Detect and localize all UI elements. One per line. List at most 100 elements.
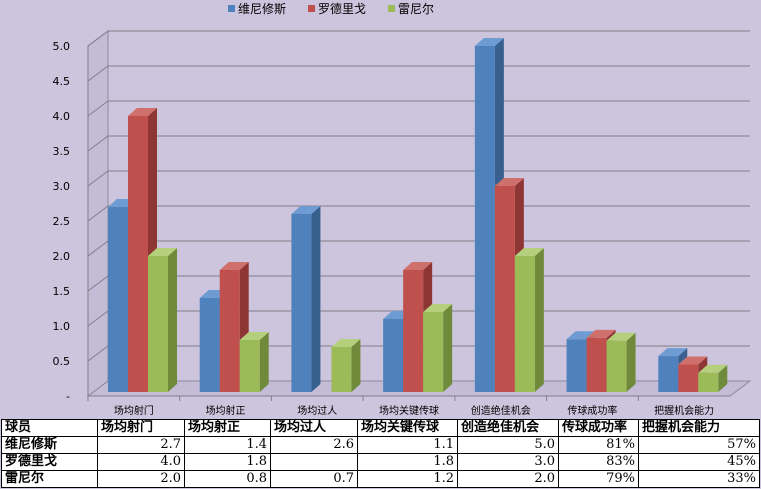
legend-label-reinier: 雷尼尔	[398, 1, 435, 16]
gridline	[87, 65, 750, 82]
gridline	[87, 170, 750, 187]
bar-side	[443, 304, 453, 392]
table-row: 雷尼尔 2.0 0.8 0.7 1.2 2.0 79% 33%	[1, 470, 760, 488]
bar	[108, 207, 128, 392]
bar-side	[534, 248, 544, 392]
table-cell	[270, 453, 358, 471]
bar-top	[586, 329, 616, 338]
table-header-cell: 创造绝佳机会	[457, 419, 559, 437]
bar-top	[514, 248, 544, 256]
bar	[199, 298, 220, 392]
bar-side	[626, 332, 636, 392]
table-cell: 2.6	[270, 436, 358, 454]
bar	[423, 312, 444, 392]
y-tick-label: 1.0	[53, 320, 71, 333]
x-tick-label: 场均过人	[297, 404, 337, 417]
table-cell: 1.8	[357, 453, 458, 471]
bar-top	[331, 339, 361, 347]
gridline	[87, 135, 750, 152]
bar-top	[423, 304, 453, 312]
gridline	[87, 100, 750, 117]
y-tick-label: 3.0	[53, 180, 71, 193]
bar	[566, 339, 587, 392]
bar-top	[291, 206, 321, 214]
table-cell: 57%	[638, 436, 760, 454]
legend-label-rodrygo: 罗德里戈	[318, 1, 367, 16]
table-cell: 1.1	[357, 436, 458, 454]
bar	[239, 340, 260, 392]
bar-top	[128, 108, 157, 116]
table-row-label: 雷尼尔	[1, 470, 98, 488]
bar	[128, 116, 148, 392]
y-tick-label: -	[66, 390, 70, 403]
legend-swatch-vinicius	[228, 4, 235, 12]
bar-side	[168, 248, 177, 392]
table-cell: 83%	[558, 453, 639, 471]
table-header-cell: 传球成功率	[558, 419, 639, 437]
bar	[148, 256, 168, 392]
bar-chart: - 0.5 1.0 1.5 2.0 2.5 3.0 3.5 4.0 4.5 5.0 场均射门 场均射正 场…	[53, 30, 752, 417]
legend-swatch-rodrygo	[308, 4, 316, 12]
bar	[494, 186, 515, 392]
bar	[403, 270, 424, 392]
table-row-label: 罗德里戈	[1, 453, 98, 471]
x-tick-label: 场均射正	[206, 404, 246, 417]
gridline	[87, 30, 750, 47]
legend: 维尼修斯 罗德里戈 雷尼尔	[228, 0, 434, 16]
table-row: 罗德里戈 4.0 1.8 1.8 3.0 83% 45%	[1, 453, 760, 471]
bar	[331, 347, 352, 392]
table-header-cell: 场均关键传球	[357, 419, 458, 437]
table-cell: 0.8	[184, 470, 271, 488]
bar-top	[474, 38, 504, 46]
bar	[474, 46, 495, 392]
table-cell: 4.0	[97, 453, 185, 471]
table-cell: 45%	[638, 453, 760, 471]
bar-top	[698, 364, 728, 373]
table-row-label: 维尼修斯	[1, 436, 98, 454]
bar-top	[239, 332, 269, 340]
table-cell: 1.2	[357, 470, 458, 488]
bar-top	[148, 248, 177, 256]
table-cell: 81%	[558, 436, 639, 454]
bar	[383, 319, 404, 392]
table-cell: 2.0	[457, 470, 559, 488]
bar-top	[403, 262, 433, 270]
table-cell: 1.8	[184, 453, 271, 471]
bar	[658, 356, 679, 392]
table-header-cell: 场均过人	[270, 419, 358, 437]
x-tick-label: 传球成功率	[567, 404, 617, 417]
x-tick-label: 创造绝佳机会	[471, 404, 531, 417]
legend-swatch-reinier	[388, 4, 396, 12]
bar-side	[311, 206, 321, 392]
bar	[291, 214, 312, 392]
bar-top	[606, 332, 636, 341]
y-tick-label: 3.5	[53, 145, 71, 158]
table-cell: 79%	[558, 470, 639, 488]
bar-top	[678, 356, 708, 365]
table-header-cell: 场均射正	[184, 419, 271, 437]
y-tick-label: 4.5	[53, 75, 71, 88]
y-tick-label: 2.0	[53, 250, 71, 263]
y-tick-label: 2.5	[53, 215, 71, 228]
x-tick-label: 把握机会能力	[654, 404, 714, 417]
bar-top	[658, 348, 688, 357]
bar-top	[219, 262, 249, 270]
table-cell: 2.7	[97, 436, 185, 454]
legend-item-reinier: 雷尼尔	[388, 0, 434, 16]
y-tick-label: 0.5	[53, 355, 71, 368]
bar	[606, 340, 627, 392]
bar	[586, 337, 607, 392]
bar	[678, 364, 699, 392]
table-header-cell: 把握机会能力	[638, 419, 760, 437]
table-cell: 0.7	[270, 470, 358, 488]
table-header-row: 球员 场均射门 场均射正 场均过人 场均关键传球 创造绝佳机会 传球成功率 把握…	[1, 419, 760, 437]
bar-side	[718, 364, 728, 392]
legend-item-vinicius: 维尼修斯	[228, 0, 286, 16]
table-row: 维尼修斯 2.7 1.4 2.6 1.1 5.0 81% 57%	[1, 436, 760, 454]
table-cell: 2.0	[97, 470, 185, 488]
table-cell: 5.0	[457, 436, 559, 454]
table-cell: 3.0	[457, 453, 559, 471]
bar-top	[494, 178, 524, 186]
bar-side	[259, 332, 269, 392]
table-header-cell: 球员	[1, 419, 98, 437]
